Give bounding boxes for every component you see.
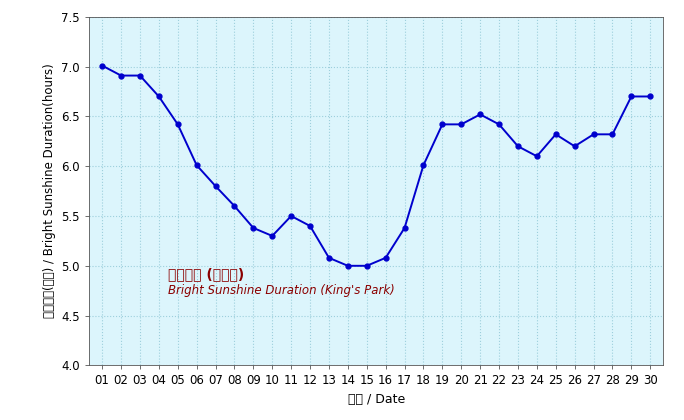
- X-axis label: 日期 / Date: 日期 / Date: [347, 393, 405, 406]
- Y-axis label: 平均日照(小時) / Bright Sunshine Duration(hours): 平均日照(小時) / Bright Sunshine Duration(hour…: [42, 64, 55, 318]
- Text: 平均日照 (京士柏): 平均日照 (京士柏): [168, 267, 245, 281]
- Text: Bright Sunshine Duration (King's Park): Bright Sunshine Duration (King's Park): [168, 284, 395, 297]
